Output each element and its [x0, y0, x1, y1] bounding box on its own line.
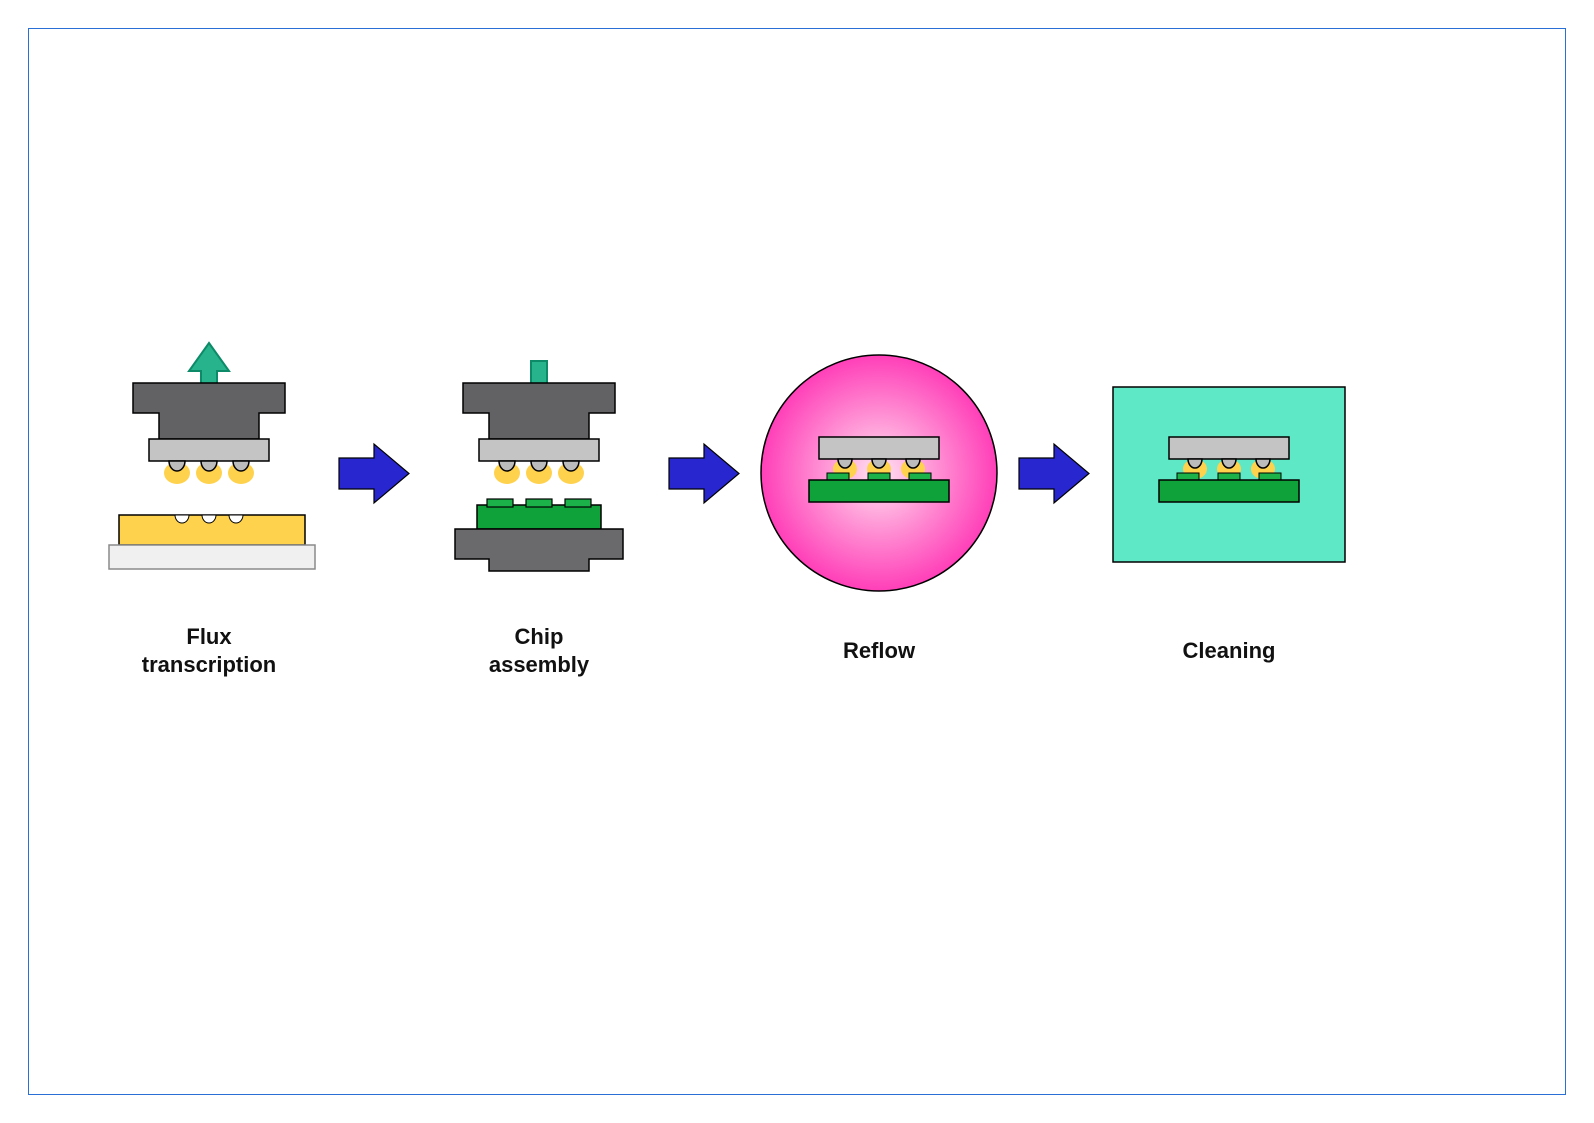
step-label: Reflow: [843, 637, 915, 665]
flow-arrow-3: [1009, 442, 1099, 575]
substrate-icon: [455, 499, 623, 571]
flux-transcription-icon: [89, 339, 329, 599]
step-label: Cleaning: [1183, 637, 1276, 665]
arrow-right-icon: [337, 442, 411, 505]
flow-arrow-2: [659, 442, 749, 575]
process-row: Flux transcription: [89, 339, 1525, 678]
step-chip-assembly: Chip assembly: [419, 339, 659, 678]
cleaning-icon: [1099, 353, 1359, 613]
step-label: Chip assembly: [489, 623, 589, 678]
balls-with-flux-icon: [494, 461, 584, 484]
press-tool-icon: [463, 383, 615, 461]
diagram-frame: Flux transcription: [28, 28, 1566, 1095]
arrow-right-icon: [1017, 442, 1091, 505]
chip-assembly-icon: [419, 339, 659, 599]
step-flux-transcription: Flux transcription: [89, 339, 329, 678]
arrow-right-icon: [667, 442, 741, 505]
flow-arrow-1: [329, 442, 419, 575]
reflow-icon: [749, 353, 1009, 613]
balls-with-flux-icon: [164, 461, 254, 484]
step-reflow: Reflow: [749, 353, 1009, 665]
step-cleaning: Cleaning: [1099, 353, 1359, 665]
press-tool-icon: [133, 383, 285, 461]
flux-tray-icon: [109, 515, 315, 569]
step-label: Flux transcription: [142, 623, 276, 678]
